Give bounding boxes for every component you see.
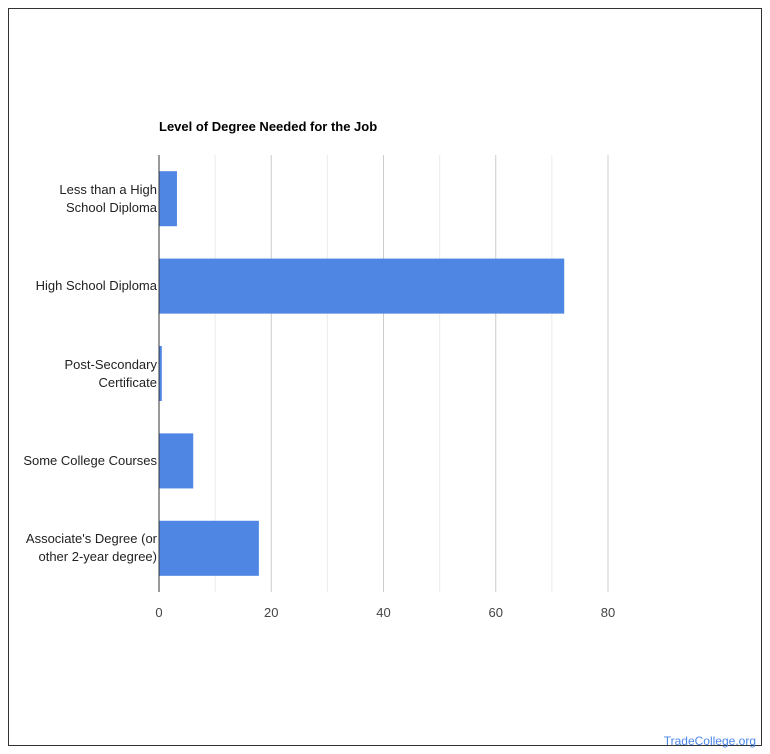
category-label: Some College Courses (0, 452, 157, 470)
x-tick-label: 60 (488, 605, 503, 620)
x-tick-label: 40 (376, 605, 391, 620)
bar (159, 258, 565, 314)
category-label-line: Some College Courses (23, 452, 157, 468)
category-label: High School Diploma (0, 277, 157, 295)
category-label-line: School Diploma (65, 199, 157, 215)
category-label-line: Less than a High (59, 181, 157, 197)
category-label-line: Post-Secondary (64, 356, 158, 372)
chart-title: Level of Degree Needed for the Job (159, 119, 378, 134)
bar (159, 520, 259, 576)
credit-link[interactable]: TradeCollege.org (663, 734, 756, 748)
category-label: Post-Secondary Certificate (0, 356, 158, 392)
bar (159, 345, 162, 402)
bar (159, 171, 177, 227)
x-tick-label: 80 (600, 605, 616, 620)
category-label: Less than a High School Diploma (0, 181, 157, 217)
bar (159, 433, 194, 489)
category-label-line: Certificate (98, 374, 157, 390)
category-label-line: High School Diploma (35, 278, 157, 294)
category-label-line: other 2-year degree) (38, 549, 157, 565)
x-tick-label: 20 (264, 605, 279, 620)
x-tick-label: 0 (155, 605, 163, 620)
category-label: Associate's Degree (or other 2-year degre… (0, 530, 157, 566)
category-label-line: Associate's Degree (or (25, 531, 157, 547)
chart-frame (8, 8, 762, 746)
